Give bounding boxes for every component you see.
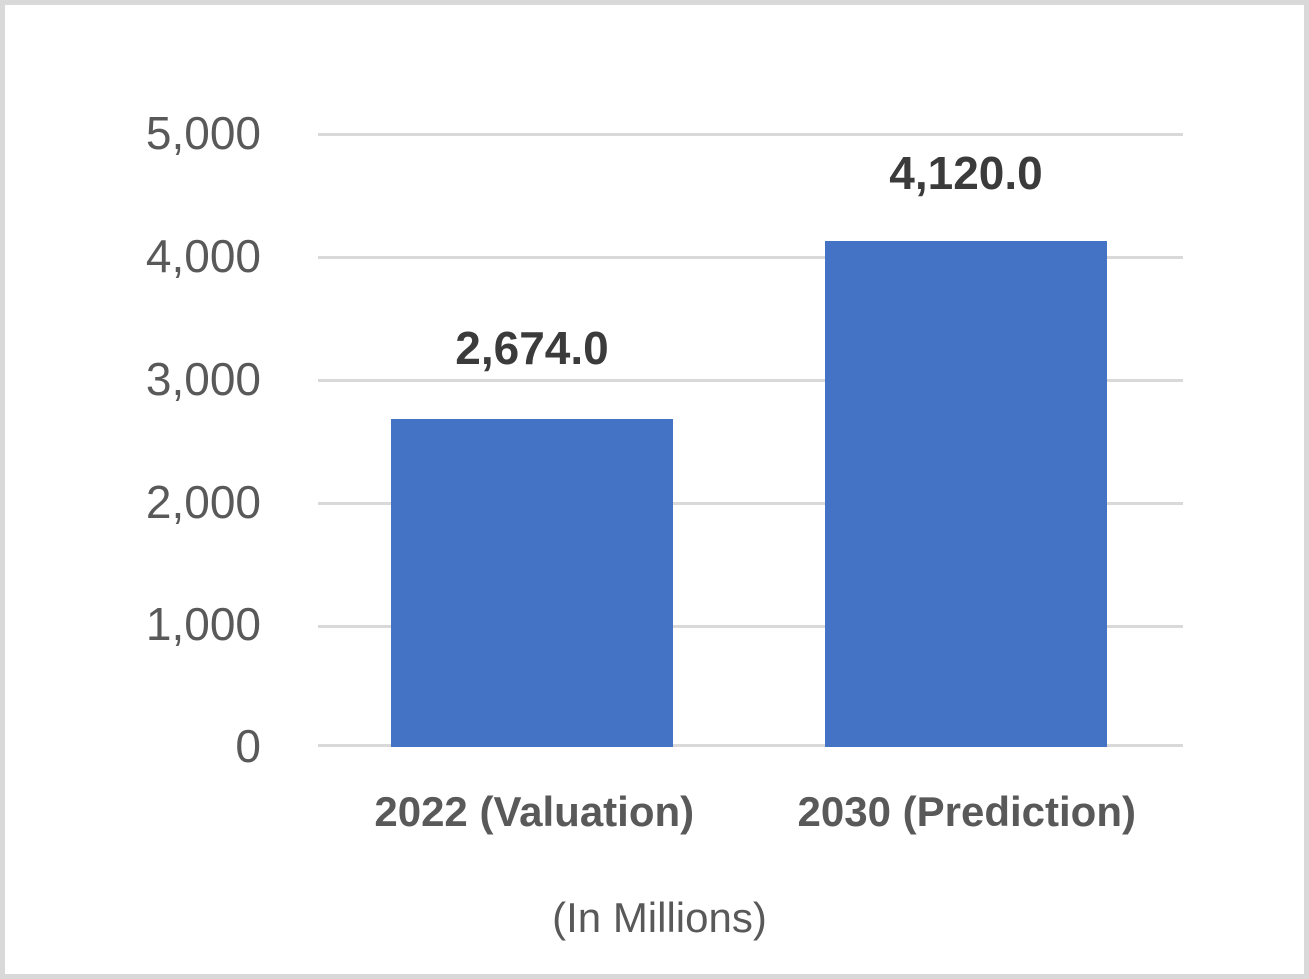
- gridline-4000: [318, 256, 1183, 259]
- y-tick-label-0: 0: [235, 720, 261, 772]
- bar-2030-prediction[interactable]: [825, 241, 1107, 747]
- plot-area: [318, 133, 1183, 747]
- data-label-2022-valuation: 2,674.0: [455, 322, 609, 374]
- y-tick-label-1000: 1,000: [145, 598, 261, 650]
- gridline-5000: [318, 133, 1183, 136]
- axis-unit-subtitle: (In Millions): [552, 894, 767, 941]
- gridline-1000: [318, 625, 1183, 628]
- gridline-2000: [318, 502, 1183, 505]
- x-axis: 2022 (Valuation) 2030 (Prediction): [318, 787, 1183, 837]
- y-tick-label-3000: 3,000: [145, 353, 261, 405]
- gridline-0-axis: [318, 744, 1183, 747]
- y-tick-label-2000: 2,000: [145, 476, 261, 528]
- x-tick-label-2022-valuation: 2022 (Valuation): [374, 788, 695, 835]
- y-tick-label-5000: 5,000: [145, 107, 261, 159]
- bar-2022-valuation[interactable]: [391, 418, 673, 747]
- gridline-3000: [318, 379, 1183, 382]
- data-label-2030-prediction: 4,120.0: [889, 147, 1043, 199]
- y-tick-label-4000: 4,000: [145, 230, 261, 282]
- x-tick-label-2030-prediction: 2030 (Prediction): [797, 788, 1136, 835]
- y-axis: 5,000 4,000 3,000 2,000 1,000 0: [5, 5, 261, 974]
